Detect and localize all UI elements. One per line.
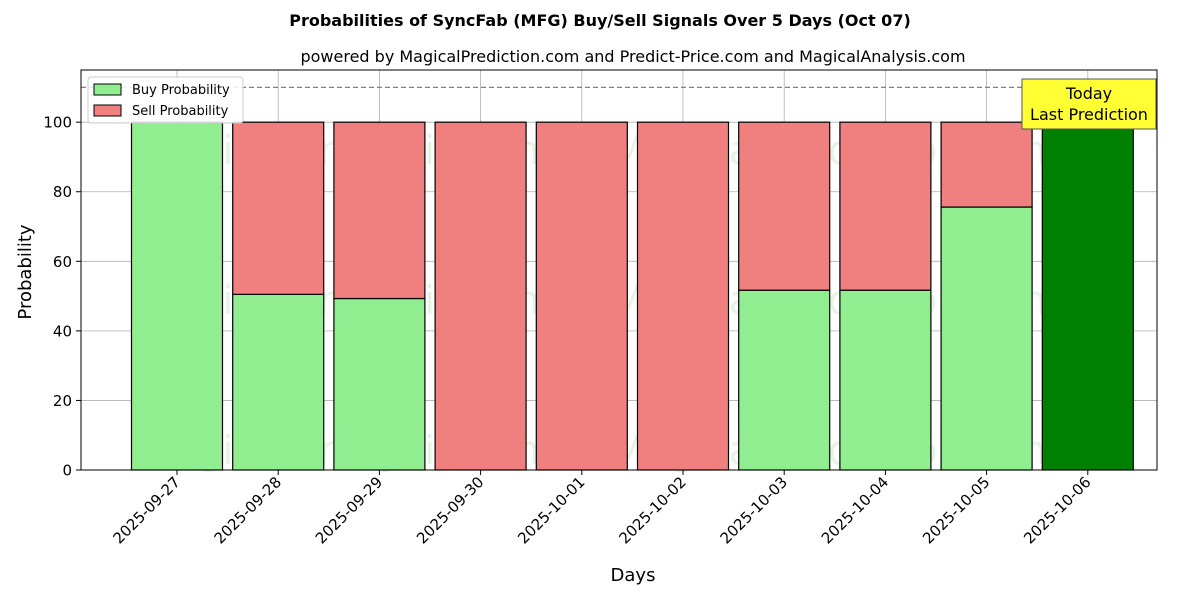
x-tick-label: 2025-09-27 [109, 473, 183, 547]
sell-bar [738, 121, 831, 291]
legend-swatch [93, 83, 122, 96]
legend-swatch [93, 104, 122, 117]
bars [130, 121, 1134, 471]
x-tick-label: 2025-09-28 [211, 473, 285, 547]
x-tick-label: 2025-10-04 [818, 473, 892, 547]
sell-bar [434, 121, 527, 471]
y-tick-label: 20 [53, 392, 72, 410]
y-tick-label: 100 [43, 114, 72, 132]
buy-bar [738, 289, 831, 471]
buy-bar [839, 289, 932, 471]
sell-bar [636, 121, 730, 471]
legend: Buy Probability Sell Probability [87, 76, 244, 124]
x-tick-label: 2025-10-02 [615, 473, 689, 547]
buy-bar [232, 293, 325, 471]
x-tick-label: 2025-10-06 [1020, 473, 1094, 547]
buy-bar [1041, 121, 1134, 471]
chart-subtitle: powered by MagicalPrediction.com and Pre… [300, 47, 965, 66]
buy-bar [333, 297, 426, 471]
plot-frame [80, 69, 1158, 471]
x-tick-label: 2025-10-01 [514, 473, 588, 547]
sell-bar [940, 121, 1033, 208]
x-tick-label: 2025-10-03 [717, 473, 791, 547]
buy-bar [130, 121, 224, 471]
x-tick-label: 2025-09-30 [413, 473, 487, 547]
sell-bar [535, 121, 628, 471]
y-tick-label: 40 [53, 322, 72, 340]
sell-bar [333, 121, 426, 300]
sell-bar [839, 121, 932, 291]
y-tick-label: 0 [62, 462, 72, 480]
buy-bar [940, 206, 1033, 471]
annotation: Today Last Prediction [1021, 78, 1157, 130]
sell-bar [232, 121, 325, 295]
y-tick-label: 80 [53, 183, 72, 201]
legend-box [87, 76, 244, 124]
y-tick-label: 60 [53, 253, 72, 271]
annotation-box [1021, 78, 1157, 130]
annotation-text: Today [1065, 84, 1112, 103]
chart-title: Probabilities of SyncFab (MFG) Buy/Sell … [289, 11, 911, 30]
y-axis-label: Probability [15, 224, 36, 319]
x-axis-label: Days [611, 565, 656, 586]
x-tick-label: 2025-09-29 [312, 473, 386, 547]
x-tick-label: 2025-10-05 [919, 473, 993, 547]
legend-label: Sell Probability [132, 104, 229, 119]
legend-label: Buy Probability [132, 83, 230, 98]
annotation-text: Last Prediction [1030, 105, 1148, 124]
